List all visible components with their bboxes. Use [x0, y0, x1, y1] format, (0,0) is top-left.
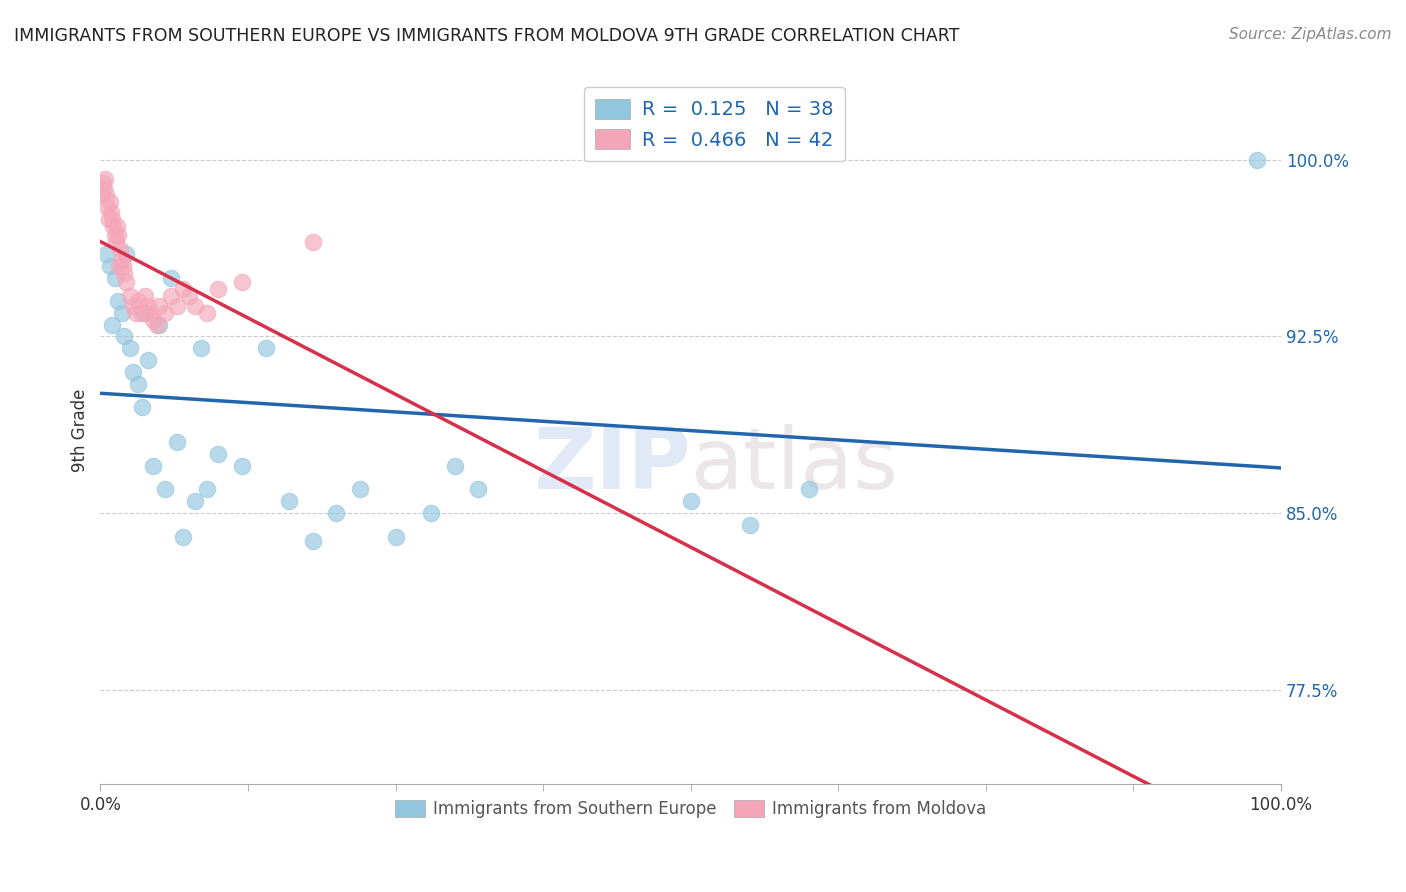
Point	[172, 529, 194, 543]
Point	[134, 306, 156, 320]
Point	[127, 294, 149, 309]
Point	[139, 306, 162, 320]
Point	[115, 247, 138, 261]
Point	[103, 228, 125, 243]
Point	[195, 306, 218, 320]
Point	[302, 235, 325, 250]
Point	[127, 376, 149, 391]
Point	[97, 211, 120, 226]
Point	[104, 235, 127, 250]
Point	[108, 259, 131, 273]
Point	[122, 365, 145, 379]
Text: atlas: atlas	[690, 425, 898, 508]
Point	[118, 289, 141, 303]
Point	[419, 506, 441, 520]
Point	[142, 458, 165, 473]
Text: Source: ZipAtlas.com: Source: ZipAtlas.com	[1229, 27, 1392, 42]
Point	[160, 289, 183, 303]
Point	[231, 458, 253, 473]
Point	[131, 306, 153, 320]
Point	[90, 188, 112, 202]
Point	[101, 318, 124, 332]
Point	[100, 204, 122, 219]
Point	[325, 506, 347, 520]
Point	[94, 171, 117, 186]
Point	[146, 318, 169, 332]
Point	[110, 252, 132, 266]
Point	[443, 458, 465, 473]
Point	[679, 494, 702, 508]
Point	[136, 299, 159, 313]
Point	[111, 259, 134, 273]
Point	[207, 447, 229, 461]
Point	[738, 517, 761, 532]
Point	[96, 188, 118, 202]
Point	[136, 353, 159, 368]
Point	[195, 483, 218, 497]
Point	[112, 329, 135, 343]
Point	[148, 299, 170, 313]
Point	[349, 483, 371, 497]
Point	[148, 318, 170, 332]
Point	[125, 306, 148, 320]
Point	[384, 529, 406, 543]
Point	[107, 294, 129, 309]
Point	[110, 306, 132, 320]
Point	[105, 219, 128, 233]
Legend: Immigrants from Southern Europe, Immigrants from Moldova: Immigrants from Southern Europe, Immigra…	[388, 793, 993, 825]
Point	[98, 259, 121, 273]
Text: IMMIGRANTS FROM SOUTHERN EUROPE VS IMMIGRANTS FROM MOLDOVA 9TH GRADE CORRELATION: IMMIGRANTS FROM SOUTHERN EUROPE VS IMMIG…	[14, 27, 959, 45]
Point	[155, 306, 177, 320]
Point	[467, 483, 489, 497]
Point	[118, 341, 141, 355]
Point	[110, 242, 132, 256]
Point	[101, 211, 124, 226]
Point	[184, 494, 207, 508]
Point	[302, 534, 325, 549]
Point	[172, 282, 194, 296]
Point	[142, 313, 165, 327]
Point	[166, 435, 188, 450]
Point	[112, 266, 135, 280]
Point	[107, 228, 129, 243]
Point	[91, 177, 114, 191]
Point	[160, 270, 183, 285]
Point	[1246, 153, 1268, 167]
Point	[134, 289, 156, 303]
Point	[177, 289, 200, 303]
Point	[115, 275, 138, 289]
Point	[184, 299, 207, 313]
Point	[96, 200, 118, 214]
Point	[122, 299, 145, 313]
Point	[93, 181, 115, 195]
Text: ZIP: ZIP	[533, 425, 690, 508]
Point	[98, 195, 121, 210]
Point	[155, 483, 177, 497]
Point	[190, 341, 212, 355]
Point	[103, 219, 125, 233]
Point	[96, 247, 118, 261]
Point	[231, 275, 253, 289]
Point	[131, 400, 153, 414]
Point	[103, 270, 125, 285]
Point	[207, 282, 229, 296]
Y-axis label: 9th Grade: 9th Grade	[72, 389, 89, 472]
Point	[278, 494, 301, 508]
Point	[797, 483, 820, 497]
Point	[254, 341, 277, 355]
Point	[166, 299, 188, 313]
